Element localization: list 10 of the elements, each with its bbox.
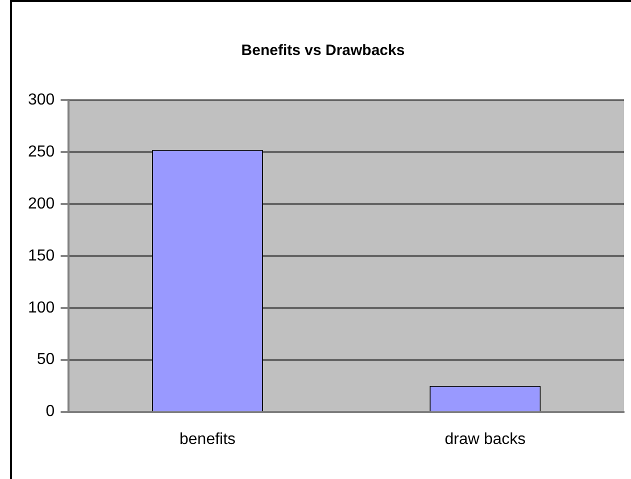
y-tick-label: 250 [28, 143, 55, 160]
y-tick-label: 150 [28, 247, 55, 264]
y-tick-label: 200 [28, 195, 55, 212]
x-tick-label: draw backs [444, 430, 526, 448]
y-tick-label: 100 [28, 299, 55, 316]
x-tick-label: benefits [180, 430, 236, 448]
y-tick-label: 50 [36, 351, 55, 368]
chart-title: Benefits vs Drawbacks [241, 42, 405, 60]
y-tick-label: 300 [28, 91, 55, 108]
y-tick-label: 0 [46, 403, 55, 420]
